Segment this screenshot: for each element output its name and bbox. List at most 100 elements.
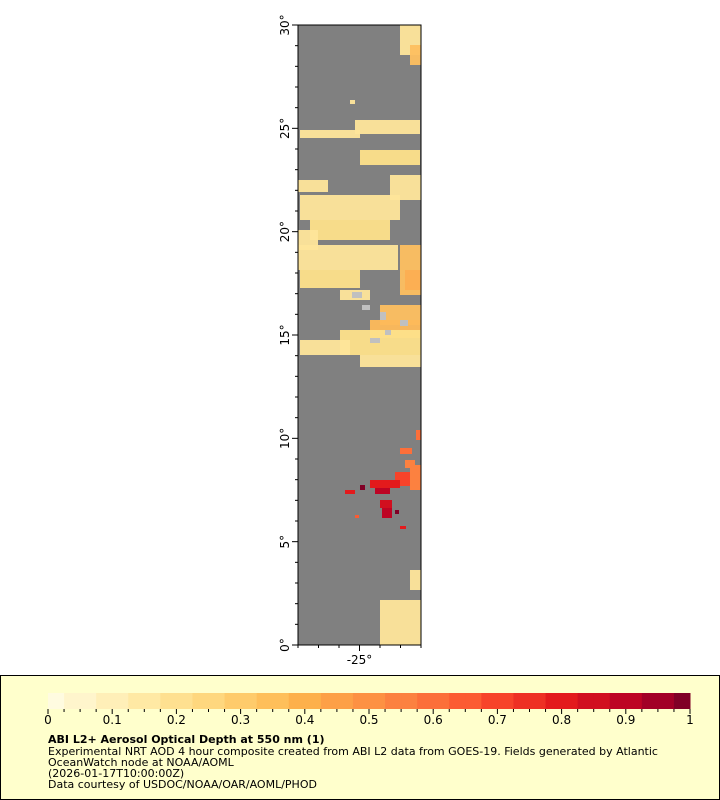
lat-tick-label: 20° xyxy=(278,221,292,242)
colorbar: 0 0.1 0.2 0.3 0.4 0.5 0.6 0.7 0.8 0.9 1 xyxy=(44,693,694,727)
aod-patch xyxy=(300,195,400,220)
lat-tick-label: 10° xyxy=(278,428,292,449)
colorbar-segment xyxy=(369,693,386,709)
aod-patch xyxy=(298,245,398,270)
colorbar-segment xyxy=(96,693,113,709)
aod-patch-high xyxy=(370,480,400,488)
aod-patch-high xyxy=(355,515,359,518)
colorbar-segment xyxy=(609,693,627,709)
colorbar-segment xyxy=(240,693,258,709)
colorbar-tick-label: 0.5 xyxy=(359,713,378,727)
aod-patch-high xyxy=(416,430,421,440)
lat-tick-label: 5° xyxy=(278,535,292,549)
aod-patch xyxy=(300,340,350,355)
colorbar-segment xyxy=(176,693,193,709)
map-axes: 0° 5° 10° 15° 20° 25° 30° -25° xyxy=(278,14,422,667)
colorbar-tick-label: 0.1 xyxy=(103,713,122,727)
colorbar-segment xyxy=(112,693,129,709)
colorbar-segment xyxy=(657,693,675,709)
cloud-mask-patch xyxy=(362,305,370,310)
colorbar-tick-label: 0.4 xyxy=(295,713,314,727)
cloud-mask-patch xyxy=(352,292,362,298)
colorbar-tick-label: 0.7 xyxy=(488,713,507,727)
colorbar-segment xyxy=(192,693,209,709)
colorbar-tick-label: 0.8 xyxy=(552,713,571,727)
cloud-mask-patch xyxy=(380,312,386,320)
colorbar-segment xyxy=(465,693,482,709)
colorbar-segment xyxy=(48,693,65,709)
aod-patch xyxy=(360,150,420,165)
aod-patches xyxy=(298,25,421,645)
legend-description-line2: OceanWatch node at NOAA/AOML xyxy=(48,756,234,769)
colorbar-segment xyxy=(224,693,242,709)
colorbar-segment xyxy=(401,693,418,709)
legend-title: ABI L2+ Aerosol Optical Depth at 550 nm … xyxy=(48,733,325,746)
colorbar-tick-label: 0.9 xyxy=(616,713,635,727)
lat-tick-label: 30° xyxy=(278,14,292,35)
colorbar-tick-label: 1 xyxy=(686,713,694,727)
colorbar-segment xyxy=(64,693,81,709)
legend-description-line1: Experimental NRT AOD 4 hour composite cr… xyxy=(48,745,658,758)
aod-patch xyxy=(380,600,421,645)
colorbar-segment xyxy=(80,693,97,709)
colorbar-segment xyxy=(144,693,161,709)
legend-panel: 0 0.1 0.2 0.3 0.4 0.5 0.6 0.7 0.8 0.9 1 ABI L2+ Ae… xyxy=(0,675,720,800)
aod-patch xyxy=(360,355,421,367)
cloud-mask-patch xyxy=(385,330,391,335)
aod-patch xyxy=(410,570,421,590)
colorbar-segment xyxy=(352,693,370,709)
aod-patch xyxy=(300,270,360,288)
aod-patch xyxy=(410,45,421,65)
colorbar-segment xyxy=(497,693,514,709)
aod-patch xyxy=(340,330,421,355)
colorbar-tick-label: 0 xyxy=(44,713,52,727)
aod-patch-high xyxy=(380,500,392,508)
lon-tick-label: -25° xyxy=(347,653,373,667)
colorbar-segment xyxy=(256,693,274,709)
lat-tick-label: 15° xyxy=(278,324,292,345)
aod-patch-high xyxy=(400,448,412,454)
lat-tick-label: 0° xyxy=(278,638,292,652)
colorbar-segment xyxy=(385,693,402,709)
colorbar-segment xyxy=(673,693,691,709)
colorbar-segment xyxy=(288,693,306,709)
aod-patch xyxy=(405,270,421,290)
colorbar-segment xyxy=(272,693,290,709)
aod-patch xyxy=(355,120,420,134)
colorbar-tick-label: 0.3 xyxy=(231,713,250,727)
colorbar-segment xyxy=(593,693,611,709)
colorbar-segment xyxy=(208,693,226,709)
colorbar-segment xyxy=(336,693,354,709)
colorbar-segment xyxy=(641,693,659,709)
aod-patch-high xyxy=(345,490,355,494)
aod-patch xyxy=(310,220,390,240)
legend-credit: Data courtesy of USDOC/NOAA/OAR/AOML/PHO… xyxy=(48,778,317,791)
aod-patch-high xyxy=(400,526,406,529)
aod-patch-high xyxy=(360,485,365,490)
colorbar-segment xyxy=(128,693,145,709)
aod-map: 0° 5° 10° 15° 20° 25° 30° -25° xyxy=(278,14,422,667)
colorbar-segment xyxy=(545,693,563,709)
colorbar-segment xyxy=(561,693,579,709)
cloud-mask-patch xyxy=(400,320,408,326)
aod-patch-high xyxy=(410,465,421,490)
colorbar-tick-label: 0.2 xyxy=(167,713,186,727)
colorbar-segment xyxy=(529,693,547,709)
colorbar-segment xyxy=(320,693,338,709)
colorbar-segment xyxy=(160,693,177,709)
colorbar-segment xyxy=(433,693,450,709)
aod-patch-high xyxy=(382,508,392,518)
colorbar-segment xyxy=(481,693,498,709)
legend-time: (2026-01-17T10:00:00Z) xyxy=(48,767,185,780)
colorbar-segment xyxy=(304,693,322,709)
cloud-mask-patch xyxy=(370,338,380,343)
colorbar-segment xyxy=(417,693,434,709)
aod-patch-high xyxy=(375,488,390,494)
colorbar-segment xyxy=(577,693,595,709)
lat-tick-label: 25° xyxy=(278,118,292,139)
colorbar-segment xyxy=(513,693,530,709)
colorbar-segment xyxy=(449,693,466,709)
aod-patch xyxy=(350,100,355,104)
colorbar-segment xyxy=(625,693,643,709)
aod-patch-high xyxy=(405,460,415,468)
